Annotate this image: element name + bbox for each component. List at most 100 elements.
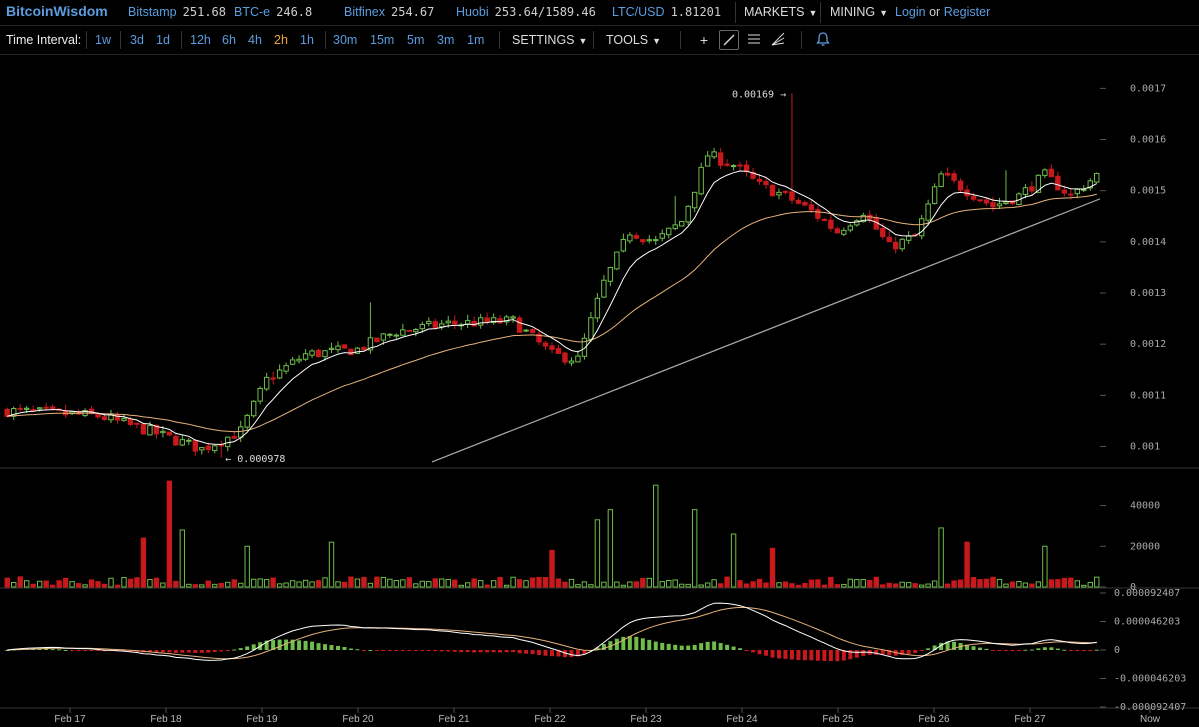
candle-body[interactable] [36, 407, 43, 410]
candle-body[interactable] [1042, 169, 1048, 176]
candle-body[interactable] [951, 173, 957, 181]
candle-body[interactable] [160, 430, 166, 434]
candle-body[interactable] [776, 191, 782, 196]
interval-1m[interactable]: 1m [467, 33, 485, 47]
interval-12h[interactable]: 12h [190, 33, 211, 47]
candle-body[interactable] [1022, 187, 1029, 196]
interval-1w[interactable]: 1w [95, 33, 111, 47]
candle-body[interactable] [231, 436, 237, 439]
candle-body[interactable] [1061, 189, 1068, 194]
candle-body[interactable] [730, 165, 737, 168]
interval-5m[interactable]: 5m [407, 33, 425, 47]
candle-body[interactable] [704, 155, 711, 167]
tools-menu[interactable]: TOOLS ▼ [606, 33, 661, 47]
candle-body[interactable] [821, 218, 828, 222]
candle-body[interactable] [108, 414, 114, 421]
candle-body[interactable] [192, 439, 199, 452]
candle-body[interactable] [666, 227, 672, 236]
candle-body[interactable] [523, 329, 529, 332]
candle-body[interactable] [250, 400, 257, 417]
candle-body[interactable] [4, 408, 10, 417]
candle-body[interactable] [432, 321, 438, 328]
candle-body[interactable] [477, 317, 484, 326]
candle-body[interactable] [659, 233, 665, 239]
candle-body[interactable] [633, 235, 640, 239]
trendline-icon[interactable] [719, 30, 739, 50]
candle-body[interactable] [756, 178, 763, 182]
interval-15m[interactable]: 15m [370, 33, 395, 47]
candle-body[interactable] [970, 195, 977, 200]
candle-body[interactable] [841, 229, 847, 235]
candle-body[interactable] [309, 350, 315, 356]
interval-3m[interactable]: 3m [437, 33, 455, 47]
candle-body[interactable] [529, 328, 536, 334]
horizontal-lines-icon[interactable] [744, 30, 764, 50]
chart-canvas[interactable]: 0.0017 0.0016 0.0015 0.0014 0.0013 0.0012 0.00… [0, 55, 1199, 727]
candle-body[interactable] [464, 320, 471, 325]
candle-body[interactable] [348, 348, 354, 356]
candle-body[interactable] [938, 173, 944, 188]
candle-body[interactable] [322, 350, 328, 358]
candle-body[interactable] [439, 323, 445, 328]
candle-body[interactable] [763, 181, 769, 186]
candle-body[interactable] [743, 164, 750, 173]
candle-body[interactable] [302, 353, 309, 360]
candle-body[interactable] [445, 320, 451, 324]
candle-body[interactable] [30, 409, 36, 412]
candle-body[interactable] [555, 348, 562, 354]
candle-body[interactable] [893, 241, 899, 250]
candle-body[interactable] [387, 333, 393, 336]
candle-body[interactable] [263, 376, 270, 390]
trendline[interactable] [431, 198, 1101, 463]
candle-body[interactable] [886, 236, 892, 243]
candle-body[interactable] [497, 318, 503, 324]
fan-icon[interactable] [768, 30, 788, 50]
candle-body[interactable] [1068, 193, 1074, 196]
ticker-bitfinex[interactable]: Bitfinex 254.67 [344, 5, 434, 19]
candle-body[interactable] [140, 423, 147, 435]
candle-body[interactable] [127, 418, 134, 425]
candle-body[interactable] [516, 317, 523, 333]
candle-body[interactable] [270, 377, 276, 380]
candle-body[interactable] [724, 163, 730, 166]
candle-body[interactable] [380, 333, 387, 341]
interval-1d[interactable]: 1d [156, 33, 170, 47]
candle-body[interactable] [153, 424, 160, 435]
candle-body[interactable] [257, 387, 263, 402]
candle-body[interactable] [393, 334, 400, 337]
crosshair-icon[interactable]: + [699, 32, 709, 48]
candle-body[interactable] [698, 166, 704, 195]
candle-body[interactable] [225, 436, 231, 448]
candle-body[interactable] [490, 317, 497, 323]
candle-body[interactable] [238, 426, 244, 438]
settings-menu[interactable]: SETTINGS ▼ [512, 33, 587, 47]
candle-body[interactable] [601, 279, 607, 298]
candle-body[interactable] [918, 218, 925, 237]
candle-body[interactable] [1087, 180, 1093, 189]
candle-body[interactable] [983, 199, 990, 204]
login-link[interactable]: Login [895, 5, 926, 19]
interval-30m[interactable]: 30m [333, 33, 358, 47]
candle-body[interactable] [562, 352, 568, 363]
candle-body[interactable] [944, 172, 951, 176]
candle-body[interactable] [672, 224, 678, 229]
candle-body[interactable] [134, 422, 140, 425]
candle-body[interactable] [536, 333, 542, 343]
candle-body[interactable] [1055, 175, 1061, 191]
candle-body[interactable] [1081, 188, 1087, 191]
candle-body[interactable] [977, 199, 983, 202]
ticker-btce[interactable]: BTC-e 246.8 [234, 5, 312, 19]
candle-body[interactable] [1003, 201, 1009, 205]
candle-body[interactable] [614, 251, 620, 270]
interval-3d[interactable]: 3d [130, 33, 144, 47]
candle-body[interactable] [218, 444, 224, 447]
candle-body[interactable] [212, 445, 218, 451]
candle-body[interactable] [17, 407, 23, 410]
candle-body[interactable] [795, 199, 802, 204]
candle-body[interactable] [996, 203, 1003, 207]
candle-body[interactable] [114, 414, 121, 421]
candle-body[interactable] [828, 219, 834, 229]
candle-body[interactable] [419, 323, 425, 330]
candle-body[interactable] [1035, 174, 1042, 193]
candle-body[interactable] [542, 342, 549, 347]
